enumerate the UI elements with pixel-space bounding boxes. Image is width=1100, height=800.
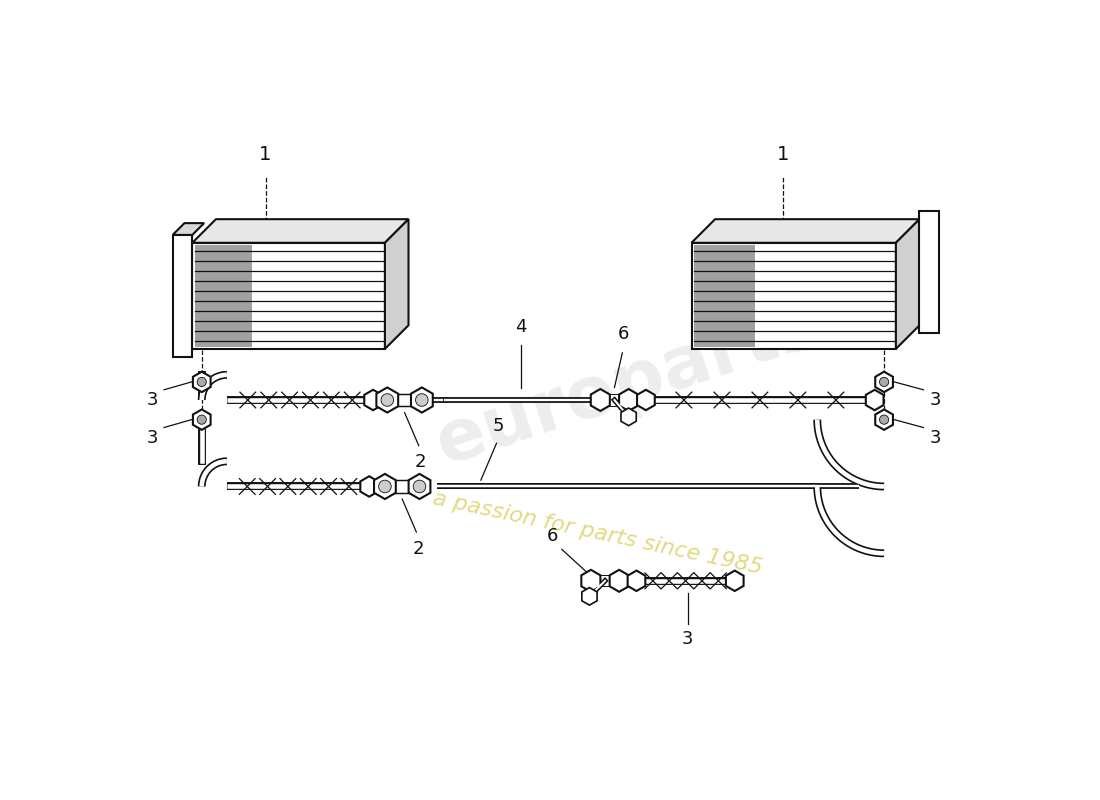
Polygon shape: [866, 390, 883, 410]
Polygon shape: [411, 387, 432, 413]
Text: 2: 2: [415, 454, 426, 471]
Polygon shape: [692, 219, 920, 242]
Bar: [387, 394, 422, 406]
Text: a passion for parts since 1985: a passion for parts since 1985: [430, 489, 763, 578]
Polygon shape: [192, 410, 210, 430]
Text: 5: 5: [493, 418, 504, 435]
Polygon shape: [192, 242, 385, 349]
Text: 3: 3: [930, 429, 942, 447]
Text: 1: 1: [260, 145, 272, 164]
Polygon shape: [173, 235, 192, 357]
Text: 6: 6: [547, 527, 558, 546]
Circle shape: [197, 415, 207, 424]
Polygon shape: [621, 408, 636, 426]
Circle shape: [381, 394, 394, 406]
Text: 3: 3: [682, 630, 693, 647]
Polygon shape: [374, 474, 396, 499]
Text: 1: 1: [778, 145, 790, 164]
Polygon shape: [408, 474, 430, 499]
Polygon shape: [364, 390, 382, 410]
Polygon shape: [628, 570, 646, 591]
Text: europarts: europarts: [428, 290, 829, 478]
Polygon shape: [385, 219, 408, 349]
Polygon shape: [192, 219, 408, 242]
Polygon shape: [581, 570, 601, 592]
Circle shape: [197, 378, 207, 386]
Bar: [385, 480, 419, 493]
Circle shape: [416, 394, 428, 406]
Text: 4: 4: [515, 318, 526, 335]
Polygon shape: [637, 390, 654, 410]
Polygon shape: [609, 570, 629, 592]
Polygon shape: [192, 372, 210, 392]
Polygon shape: [582, 587, 597, 605]
Circle shape: [880, 415, 889, 424]
Polygon shape: [895, 219, 920, 349]
Text: 3: 3: [146, 429, 157, 447]
Text: 2: 2: [412, 540, 424, 558]
Polygon shape: [376, 387, 398, 413]
Polygon shape: [726, 570, 744, 591]
Polygon shape: [619, 389, 638, 411]
Text: 6: 6: [618, 326, 629, 343]
Polygon shape: [361, 476, 378, 497]
Polygon shape: [692, 242, 895, 349]
Text: 3: 3: [930, 391, 942, 410]
Bar: [601, 394, 628, 406]
Bar: [591, 575, 619, 586]
Polygon shape: [920, 211, 939, 333]
Polygon shape: [173, 223, 205, 235]
Circle shape: [414, 480, 426, 493]
Circle shape: [880, 378, 889, 386]
Polygon shape: [876, 410, 893, 430]
Polygon shape: [195, 245, 253, 346]
Polygon shape: [694, 245, 756, 346]
Polygon shape: [591, 389, 609, 411]
Polygon shape: [876, 372, 893, 392]
Text: 3: 3: [146, 391, 157, 410]
Circle shape: [378, 480, 392, 493]
